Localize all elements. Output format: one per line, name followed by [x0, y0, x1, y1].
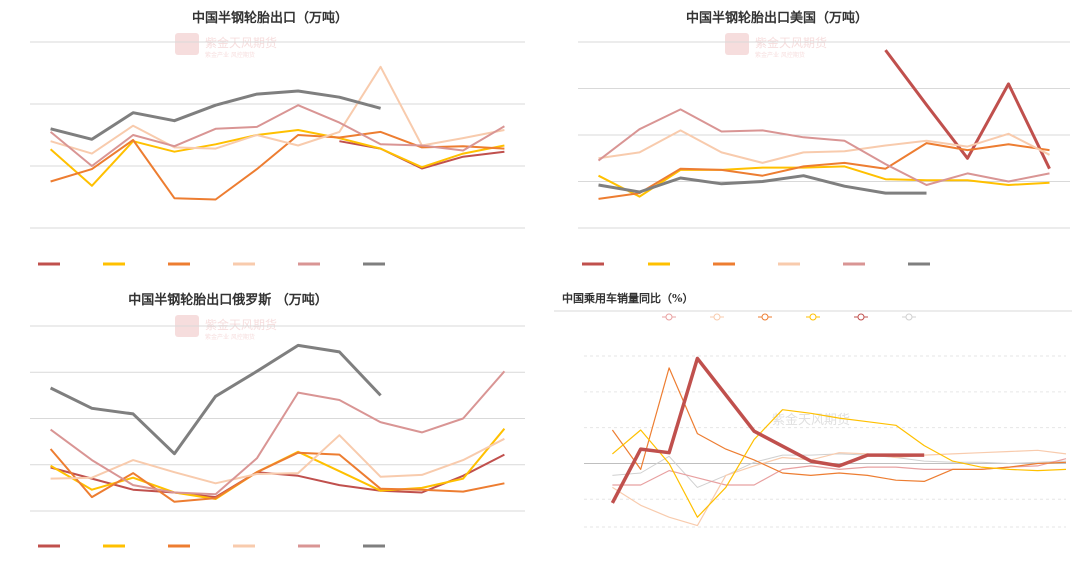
series-line-2021年	[50, 434, 505, 485]
legend-marker	[905, 313, 913, 321]
plot-area	[584, 355, 1067, 528]
legend-marker	[857, 313, 865, 321]
series-line-2018年	[884, 49, 1051, 170]
plot-area	[30, 325, 525, 548]
legend	[662, 313, 916, 321]
series-line-2021	[611, 367, 1067, 482]
series-line-2020年	[598, 142, 1050, 200]
watermark: 紫金天风期货 紫金产业 风控期货	[175, 33, 277, 59]
series-line-2019年	[49, 129, 505, 187]
series-line-2021年	[50, 65, 505, 155]
series-line-2020	[612, 449, 1067, 527]
series-line-2023年	[50, 89, 381, 141]
series-line-2023年	[49, 343, 382, 456]
chart-title: 中国半钢轮胎出口（万吨）	[192, 10, 348, 26]
watermark-text: 紫金天风期货	[205, 317, 277, 332]
chart-title: 中国半钢轮胎出口俄罗斯 （万吨）	[128, 292, 328, 308]
series-line-2023	[610, 356, 925, 504]
chart-title: 中国乘用车销量同比（%）	[562, 291, 693, 305]
chart-panel-2: 中国半钢轮胎出口美国（万吨） 紫金天风期货 紫金产业 风控期货	[578, 10, 1070, 266]
watermark-subtext: 紫金产业 风控期货	[205, 333, 255, 341]
watermark-logo	[175, 33, 199, 55]
series-line-2022	[612, 409, 1067, 518]
chart-panel-4: 中国乘用车销量同比（%） 紫金天风期货	[554, 291, 1072, 528]
series-line-2021年	[598, 129, 1050, 164]
plot-area	[30, 41, 525, 266]
series-line-2019年	[598, 165, 1050, 198]
legend-marker	[761, 313, 769, 321]
series-line-2022年	[49, 104, 505, 167]
chart-panel-1: 中国半钢轮胎出口（万吨） 紫金天风期货 紫金产业 风控期货	[30, 10, 525, 266]
series-line-2022年	[597, 108, 1050, 186]
watermark: 紫金天风期货 紫金产业 风控期货	[175, 315, 277, 341]
legend-marker	[809, 313, 817, 321]
series-line-2018年	[339, 140, 505, 170]
chart-panel-3: 中国半钢轮胎出口俄罗斯 （万吨） 紫金天风期货 紫金产业 风控期货	[30, 292, 525, 548]
watermark: 紫金天风期货 紫金产业 风控期货	[725, 33, 827, 59]
watermark-text: 紫金天风期货	[772, 412, 850, 428]
series-line-2019-2022均值	[612, 453, 1067, 488]
series-line-2020年	[49, 448, 505, 503]
series-line-2019年	[50, 428, 506, 500]
legend-marker	[713, 313, 721, 321]
legend-marker	[665, 313, 673, 321]
plot-area	[578, 41, 1070, 266]
series-line-2022年	[50, 370, 506, 496]
watermark-subtext: 紫金产业 风控期货	[755, 51, 805, 59]
chart-title: 中国半钢轮胎出口美国（万吨）	[686, 10, 868, 26]
watermark-logo	[725, 33, 749, 55]
series-line-2023年	[598, 174, 927, 195]
watermark-subtext: 紫金产业 风控期货	[205, 51, 255, 59]
